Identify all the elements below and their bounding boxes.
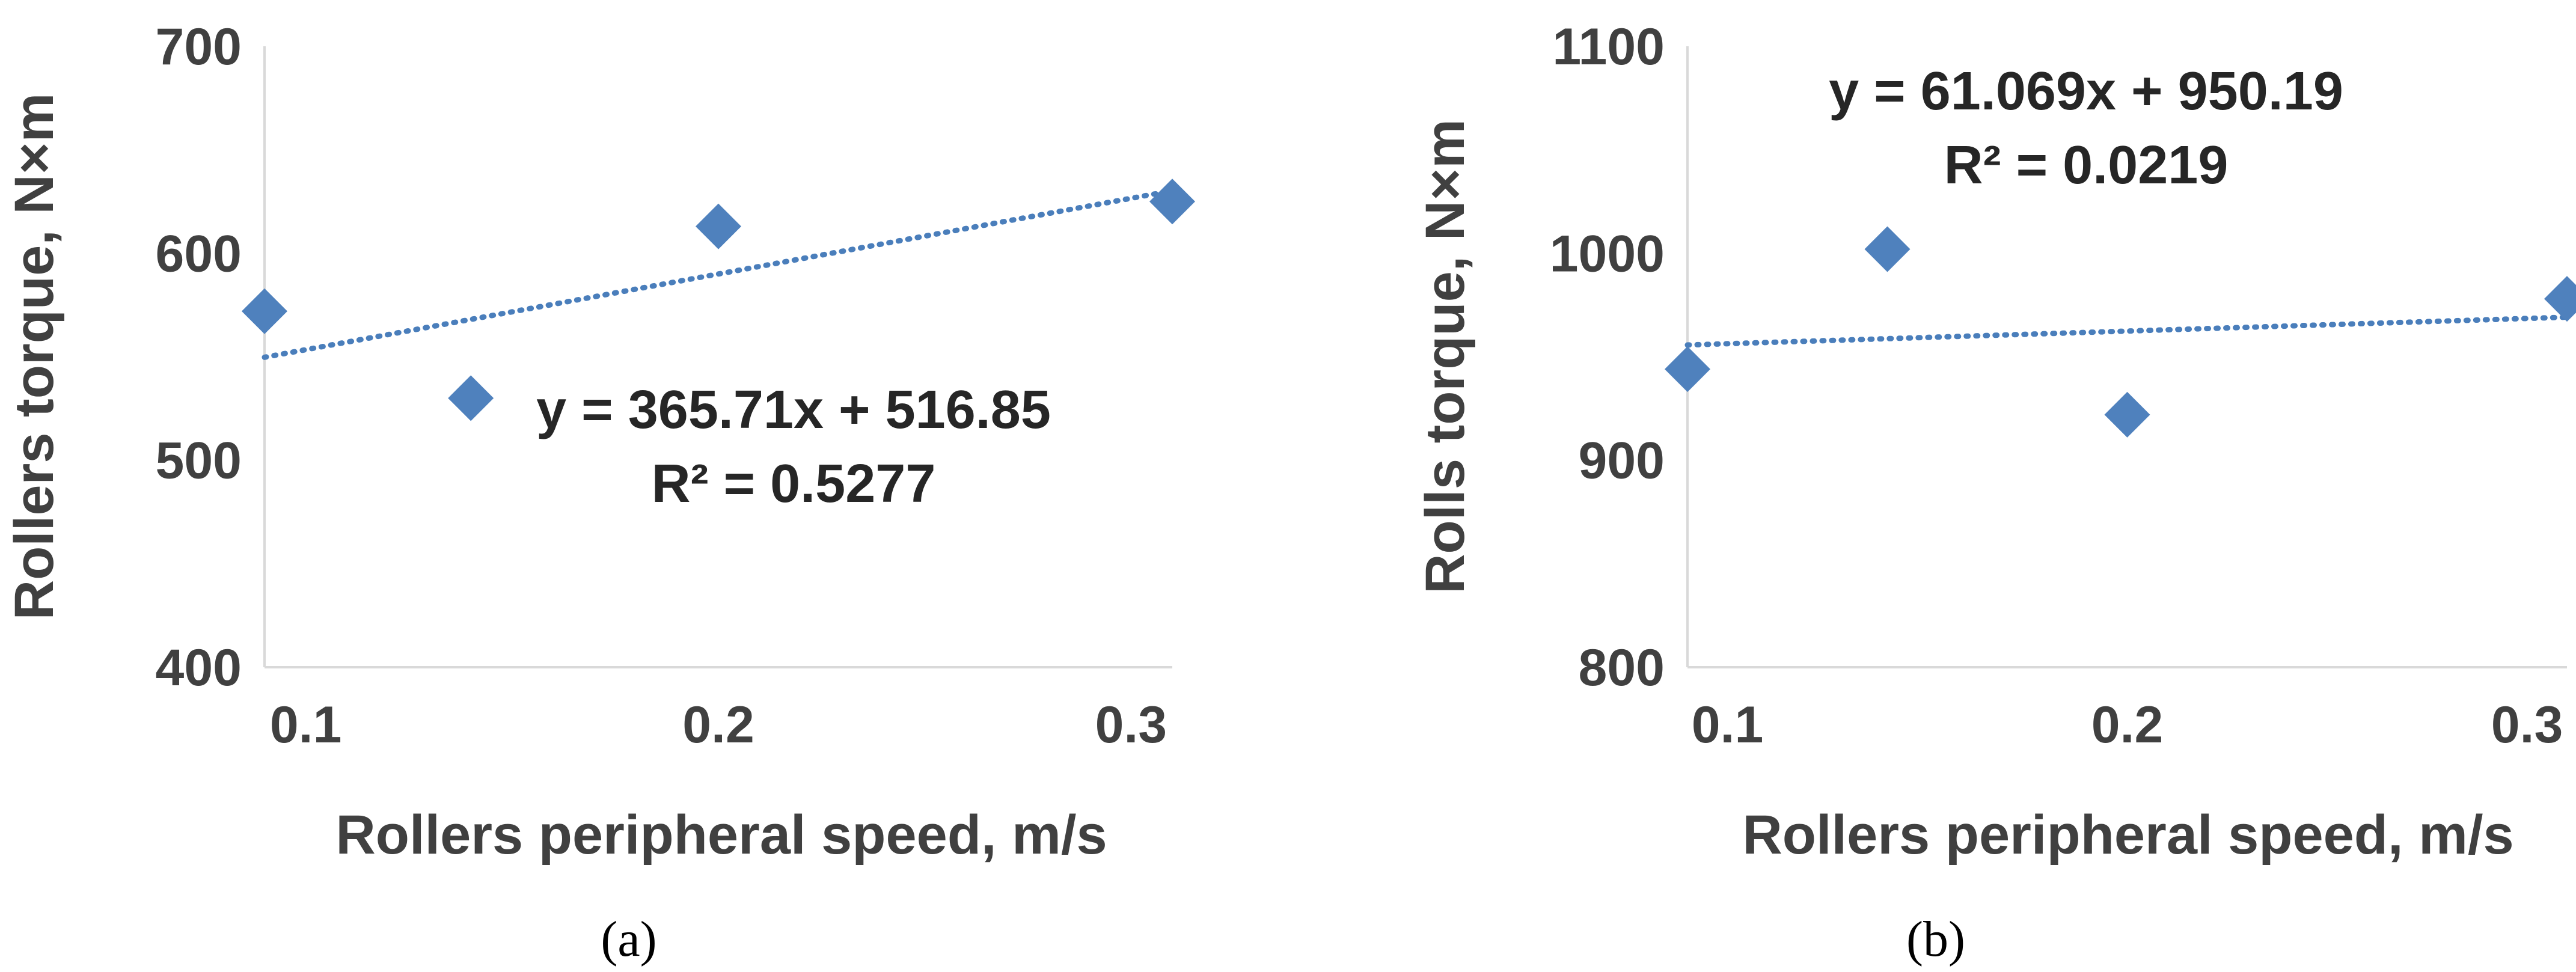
panel-caption: (b) bbox=[1906, 911, 1965, 967]
x-tick-label: 0.3 bbox=[2491, 696, 2563, 754]
trendline bbox=[262, 188, 1175, 360]
trendline-equation: y = 61.069x + 950.19 bbox=[1829, 61, 2343, 121]
data-point bbox=[242, 288, 287, 334]
y-tick-label: 600 bbox=[156, 225, 242, 283]
data-point bbox=[1864, 226, 1911, 272]
y-tick-label: 700 bbox=[156, 18, 242, 76]
x-axis-title: Rollers peripheral speed, m/s bbox=[1742, 804, 2513, 866]
y-axis-title: Rolls torque, N×m bbox=[1415, 119, 1476, 594]
y-tick-label: 900 bbox=[1579, 432, 1665, 490]
data-point bbox=[696, 203, 741, 249]
x-tick-label: 0.2 bbox=[2091, 696, 2164, 754]
chart-panel-a: 400 500 600 700 0.1 0.2 0.3 Rollers torque, N×m… bbox=[4, 18, 1195, 967]
data-point bbox=[1665, 346, 1710, 393]
data-point bbox=[2544, 276, 2576, 322]
panel-caption: (a) bbox=[601, 911, 656, 967]
y-tick-label: 400 bbox=[156, 639, 242, 697]
data-point bbox=[1149, 179, 1195, 225]
y-axis-title: Rollers torque, N×m bbox=[4, 93, 65, 620]
x-tick-label: 0.3 bbox=[1095, 696, 1167, 754]
chart-panel-b: 800 900 1000 1100 0.1 0.2 0.3 Rolls torque, N×m… bbox=[1415, 18, 2576, 967]
trendline-r-squared: R² = 0.5277 bbox=[652, 454, 936, 514]
y-tick-label: 1100 bbox=[1552, 18, 1665, 76]
y-tick-label: 800 bbox=[1579, 639, 1665, 697]
x-axis-title: Rollers peripheral speed, m/s bbox=[335, 804, 1107, 866]
x-tick-label: 0.1 bbox=[1692, 696, 1764, 754]
trendline bbox=[1684, 314, 2570, 348]
y-tick-label: 1000 bbox=[1550, 225, 1665, 283]
data-point bbox=[2104, 391, 2150, 438]
x-tick-label: 0.2 bbox=[682, 696, 754, 754]
trendline-r-squared: R² = 0.0219 bbox=[1944, 135, 2229, 195]
data-point bbox=[448, 375, 494, 421]
y-tick-label: 500 bbox=[156, 432, 242, 490]
x-tick-label: 0.1 bbox=[270, 696, 342, 754]
trendline-equation: y = 365.71x + 516.85 bbox=[536, 380, 1051, 440]
